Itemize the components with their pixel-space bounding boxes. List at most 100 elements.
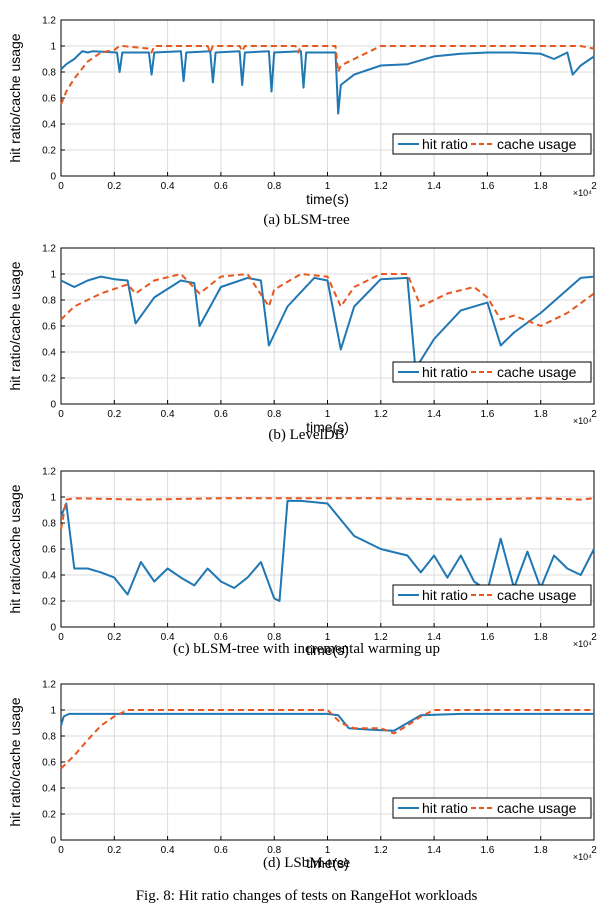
- y-tick-label: 0: [50, 836, 56, 847]
- plot-frame: [60, 19, 595, 177]
- chart-svg-b: 0 0.2 0.4 0.6 0.8 1 1.2 1.4 1.6 1.8 2 0 0.2 0.4 0.6 0.8…: [7, 244, 597, 436]
- x-tick-label: 0: [58, 632, 64, 643]
- x-tick-label: 1: [325, 845, 331, 856]
- y-tick-label: 0.2: [42, 374, 56, 385]
- x-tick-label: 1.8: [534, 181, 548, 192]
- x-tick-label: 0.2: [107, 181, 121, 192]
- x-tick-label: 0.8: [267, 632, 281, 643]
- x-tick-label: 1.8: [534, 409, 548, 420]
- legend-label-cache-usage: cache usage: [497, 587, 577, 603]
- hit-ratio-line: [60, 499, 595, 602]
- x-axis-label: time(s): [306, 642, 349, 658]
- x-tick-label: 2: [591, 632, 597, 643]
- y-tick-label: 1: [50, 493, 56, 504]
- x-tick-label: 1.6: [480, 632, 494, 643]
- hit-ratio-line: [60, 712, 594, 732]
- chart-svg-c: 0 0.2 0.4 0.6 0.8 1 1.2 1.4 1.6 1.8 2 0 0.2 0.4 0.6 0.8…: [7, 467, 597, 659]
- x-tick-label: 0.6: [214, 632, 228, 643]
- x-tick-label: 1.2: [374, 181, 388, 192]
- y-axis-label: hit ratio/cache usage: [7, 261, 23, 390]
- y-tick-label: 1: [50, 706, 56, 717]
- legend-label-hit-ratio: hit ratio: [422, 136, 468, 152]
- x-tick-label: 1.4: [427, 181, 441, 192]
- x-exponent-label: ×10⁴: [573, 639, 592, 649]
- y-tick-label: 0.4: [42, 784, 56, 795]
- chart-svg-d: 0 0.2 0.4 0.6 0.8 1 1.2 1.4 1.6 1.8 2 0 0.2 0.4 0.6 0.8…: [7, 680, 597, 872]
- x-exponent-label: ×10⁴: [573, 852, 592, 862]
- x-tick-label: 0.6: [214, 181, 228, 192]
- cache-usage-line: [60, 45, 595, 105]
- x-tick-label: 0.2: [107, 632, 121, 643]
- x-tick-label: 1.4: [427, 632, 441, 643]
- x-tick-label: 0.4: [161, 181, 175, 192]
- x-tick-label: 1.6: [480, 181, 494, 192]
- x-tick-label: 1.6: [480, 845, 494, 856]
- y-tick-label: 0.6: [42, 545, 56, 556]
- chart-caption-b: (b) LevelDB: [268, 427, 345, 443]
- x-tick-label: 1.8: [534, 632, 548, 643]
- x-tick-label: 1.6: [480, 409, 494, 420]
- x-tick-label: 1.2: [374, 409, 388, 420]
- x-tick-label: 1.8: [534, 845, 548, 856]
- y-tick-label: 1: [50, 270, 56, 281]
- y-tick-label: 1.2: [42, 680, 56, 691]
- x-axis-label: time(s): [306, 191, 349, 207]
- plot-frame: [60, 683, 595, 841]
- x-tick-label: 0.8: [267, 845, 281, 856]
- chart-caption-c: (c) bLSM-tree with incremental warming u…: [173, 641, 440, 657]
- y-tick-label: 0.8: [42, 68, 56, 79]
- y-tick-label: 0.6: [42, 758, 56, 769]
- x-tick-label: 0: [58, 181, 64, 192]
- chart-panel-c: 0 0.2 0.4 0.6 0.8 1 1.2 1.4 1.6 1.8 2 0 0.2 0.4 0.6 0.8…: [0, 451, 613, 667]
- plot-frame: [60, 247, 595, 405]
- x-tick-label: 0.6: [214, 409, 228, 420]
- y-tick-label: 0.2: [42, 810, 56, 821]
- x-axis-label: time(s): [306, 855, 349, 871]
- y-tick-label: 1.2: [42, 467, 56, 478]
- y-tick-label: 0.6: [42, 94, 56, 105]
- x-tick-label: 0.8: [267, 409, 281, 420]
- x-tick-label: 1: [325, 409, 331, 420]
- x-tick-label: 0.2: [107, 845, 121, 856]
- x-tick-label: 0.2: [107, 409, 121, 420]
- x-tick-label: 1.4: [427, 409, 441, 420]
- legend-label-hit-ratio: hit ratio: [422, 364, 468, 380]
- chart-caption-d: (d) LSbM-tree: [262, 855, 351, 871]
- x-tick-label: 2: [591, 409, 597, 420]
- hit-ratio-line: [60, 275, 595, 370]
- legend-label-hit-ratio: hit ratio: [422, 587, 468, 603]
- y-tick-label: 0: [50, 172, 56, 183]
- x-tick-label: 1: [325, 632, 331, 643]
- y-axis-label: hit ratio/cache usage: [7, 484, 23, 613]
- y-tick-label: 0.8: [42, 519, 56, 530]
- cache-usage-line: [60, 497, 595, 530]
- legend-label-cache-usage: cache usage: [497, 800, 577, 816]
- y-tick-label: 0.4: [42, 120, 56, 131]
- chart-panel-d: 0 0.2 0.4 0.6 0.8 1 1.2 1.4 1.6 1.8 2 0 0.2 0.4 0.6 0.8…: [0, 664, 613, 880]
- x-tick-label: 0: [58, 845, 64, 856]
- y-tick-label: 1.2: [42, 16, 56, 27]
- figure-caption: Fig. 8: Hit ratio changes of tests on Ra…: [135, 888, 478, 904]
- y-tick-label: 0.8: [42, 296, 56, 307]
- x-tick-label: 0: [58, 409, 64, 420]
- cache-usage-line: [60, 273, 595, 327]
- chart-panel-b: 0 0.2 0.4 0.6 0.8 1 1.2 1.4 1.6 1.8 2 0 0.2 0.4 0.6 0.8…: [0, 228, 613, 444]
- y-tick-label: 1: [50, 42, 56, 53]
- x-exponent-label: ×10⁴: [573, 188, 592, 198]
- hit-ratio-line: [60, 50, 595, 115]
- chart-svg-a: 0 0.2 0.4 0.6 0.8 1 1.2 1.4 1.6 1.8 2 0 0.2 0.4 0.6 0.8…: [7, 16, 597, 208]
- x-exponent-label: ×10⁴: [573, 416, 592, 426]
- y-tick-label: 0.6: [42, 322, 56, 333]
- x-tick-label: 0.4: [161, 632, 175, 643]
- y-tick-label: 0: [50, 623, 56, 634]
- y-tick-label: 0.4: [42, 348, 56, 359]
- legend-label-cache-usage: cache usage: [497, 364, 577, 380]
- chart-panel-a: 0 0.2 0.4 0.6 0.8 1 1.2 1.4 1.6 1.8 2 0 0.2 0.4 0.6 0.8…: [0, 0, 613, 216]
- y-tick-label: 0.8: [42, 732, 56, 743]
- x-axis-label: time(s): [306, 419, 349, 435]
- x-tick-label: 1.4: [427, 845, 441, 856]
- x-tick-label: 2: [591, 181, 597, 192]
- legend-label-cache-usage: cache usage: [497, 136, 577, 152]
- x-tick-label: 0.6: [214, 845, 228, 856]
- x-tick-label: 0.8: [267, 181, 281, 192]
